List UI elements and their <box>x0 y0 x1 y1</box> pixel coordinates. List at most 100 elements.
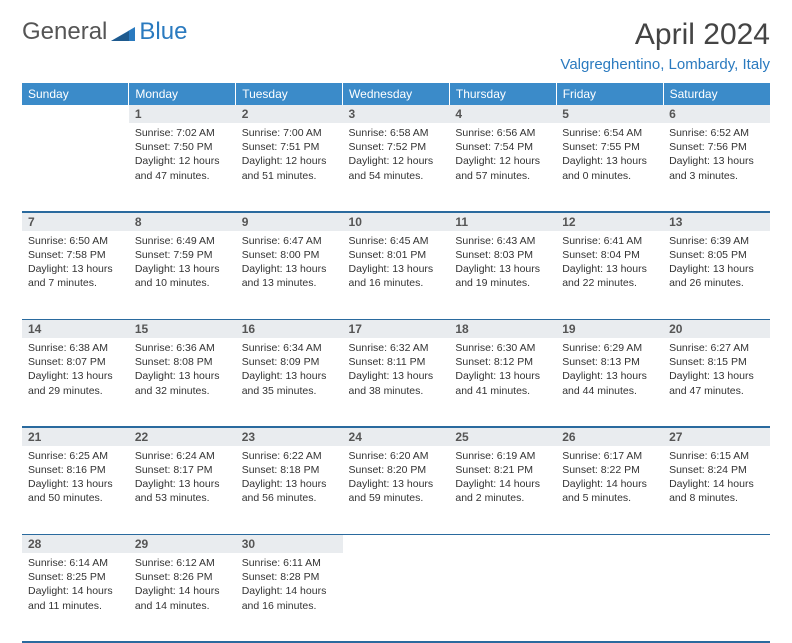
daylight-line-1: Daylight: 13 hours <box>562 154 657 168</box>
logo-part1: General <box>22 18 107 45</box>
daylight-line-2: and 14 minutes. <box>135 599 230 613</box>
daylight-line-2: and 59 minutes. <box>349 491 444 505</box>
day-content-row: Sunrise: 7:02 AMSunset: 7:50 PMDaylight:… <box>22 123 770 211</box>
day-content-cell: Sunrise: 6:32 AMSunset: 8:11 PMDaylight:… <box>343 338 450 426</box>
day-content-cell: Sunrise: 6:17 AMSunset: 8:22 PMDaylight:… <box>556 446 663 534</box>
day-content-row: Sunrise: 6:14 AMSunset: 8:25 PMDaylight:… <box>22 553 770 641</box>
sunrise-line: Sunrise: 6:20 AM <box>349 449 444 463</box>
daylight-line-1: Daylight: 13 hours <box>349 262 444 276</box>
sunset-line: Sunset: 7:58 PM <box>28 248 123 262</box>
daylight-line-2: and 38 minutes. <box>349 384 444 398</box>
sunset-line: Sunset: 8:01 PM <box>349 248 444 262</box>
day-content-row: Sunrise: 6:50 AMSunset: 7:58 PM Daylight:… <box>22 231 770 319</box>
weekday-header-row: SundayMondayTuesdayWednesdayThursdayFrid… <box>22 83 770 105</box>
day-content-cell: Sunrise: 6:14 AMSunset: 8:25 PMDaylight:… <box>22 553 129 641</box>
daylight-line-2: and 47 minutes. <box>669 384 764 398</box>
day-content-cell: Sunrise: 6:38 AMSunset: 8:07 PMDaylight:… <box>22 338 129 426</box>
location: Valgreghentino, Lombardy, Italy <box>560 56 770 73</box>
daylight-line-2: and 8 minutes. <box>669 491 764 505</box>
day-content-cell: Sunrise: 6:39 AMSunset: 8:05 PMDaylight:… <box>663 231 770 319</box>
sunset-line: Sunset: 8:04 PM <box>562 248 657 262</box>
day-number-row: 282930 <box>22 535 770 554</box>
day-number-cell <box>663 535 770 554</box>
day-content-cell: Sunrise: 6:22 AMSunset: 8:18 PMDaylight:… <box>236 446 343 534</box>
sunset-line: Sunset: 8:26 PM <box>135 570 230 584</box>
daylight-line-2: and 47 minutes. <box>135 169 230 183</box>
day-content-cell: Sunrise: 6:30 AMSunset: 8:12 PMDaylight:… <box>449 338 556 426</box>
sunset-line: Sunset: 8:12 PM <box>455 355 550 369</box>
day-number-cell: 5 <box>556 105 663 123</box>
day-number-cell <box>343 535 450 554</box>
daylight-line-1: Daylight: 14 hours <box>562 477 657 491</box>
sunset-line: Sunset: 8:18 PM <box>242 463 337 477</box>
logo: General Blue <box>22 18 187 46</box>
sunset-line: Sunset: 8:00 PM <box>242 248 337 262</box>
sunset-line: Sunset: 8:15 PM <box>669 355 764 369</box>
day-number-cell: 15 <box>129 320 236 339</box>
day-content-cell <box>343 553 450 641</box>
day-number-cell: 25 <box>449 427 556 446</box>
day-content-cell: Sunrise: 6:15 AMSunset: 8:24 PMDaylight:… <box>663 446 770 534</box>
day-content-cell: Sunrise: 6:27 AMSunset: 8:15 PMDaylight:… <box>663 338 770 426</box>
sunrise-line: Sunrise: 6:27 AM <box>669 341 764 355</box>
daylight-line-2: and 0 minutes. <box>562 169 657 183</box>
sunset-line: Sunset: 8:09 PM <box>242 355 337 369</box>
daylight-line-1: Daylight: 13 hours <box>669 154 764 168</box>
day-number-cell <box>22 105 129 123</box>
sunrise-line: Sunrise: 6:50 AM <box>28 234 123 248</box>
daylight-line-1: Daylight: 13 hours <box>562 262 657 276</box>
sunset-line: Sunset: 8:21 PM <box>455 463 550 477</box>
daylight-line-2: and 53 minutes. <box>135 491 230 505</box>
day-content-cell: Sunrise: 6:19 AMSunset: 8:21 PMDaylight:… <box>449 446 556 534</box>
daylight-line-2: and 50 minutes. <box>28 491 123 505</box>
day-number-cell: 12 <box>556 212 663 231</box>
sunset-line: Sunset: 8:11 PM <box>349 355 444 369</box>
day-number-cell: 27 <box>663 427 770 446</box>
daylight-line-2: and 44 minutes. <box>562 384 657 398</box>
header: General Blue April 2024 Valgreghentino, … <box>22 18 770 73</box>
daylight-line-1: Daylight: 13 hours <box>135 262 230 276</box>
separator-cell <box>22 641 770 642</box>
daylight-line-1: Daylight: 13 hours <box>242 369 337 383</box>
day-number-cell: 13 <box>663 212 770 231</box>
week-separator <box>22 641 770 642</box>
sunset-line: Sunset: 7:56 PM <box>669 140 764 154</box>
weekday-header: Friday <box>556 83 663 105</box>
day-content-row: Sunrise: 6:25 AMSunset: 8:16 PMDaylight:… <box>22 446 770 534</box>
sunrise-line: Sunrise: 7:00 AM <box>242 126 337 140</box>
sunrise-line: Sunrise: 6:54 AM <box>562 126 657 140</box>
sunset-line: Sunset: 7:51 PM <box>242 140 337 154</box>
daylight-line-1: Daylight: 13 hours <box>669 262 764 276</box>
calendar-body: 123456Sunrise: 7:02 AMSunset: 7:50 PMDay… <box>22 105 770 642</box>
daylight-line-2: and 19 minutes. <box>455 276 550 290</box>
daylight-line-1: Daylight: 13 hours <box>135 369 230 383</box>
sunset-line: Sunset: 8:03 PM <box>455 248 550 262</box>
daylight-line-2: and 57 minutes. <box>455 169 550 183</box>
sunrise-line: Sunrise: 6:17 AM <box>562 449 657 463</box>
day-content-cell: Sunrise: 6:49 AMSunset: 7:59 PMDaylight:… <box>129 231 236 319</box>
sunrise-line: Sunrise: 6:45 AM <box>349 234 444 248</box>
day-content-cell: Sunrise: 6:45 AMSunset: 8:01 PMDaylight:… <box>343 231 450 319</box>
sunset-line: Sunset: 8:05 PM <box>669 248 764 262</box>
daylight-line-2: and 26 minutes. <box>669 276 764 290</box>
sunrise-line: Sunrise: 6:24 AM <box>135 449 230 463</box>
day-content-cell: Sunrise: 6:25 AMSunset: 8:16 PMDaylight:… <box>22 446 129 534</box>
daylight-line-2: and 35 minutes. <box>242 384 337 398</box>
daylight-line-2: and 2 minutes. <box>455 491 550 505</box>
day-number-cell: 21 <box>22 427 129 446</box>
day-number-cell: 6 <box>663 105 770 123</box>
daylight-line-1: Daylight: 14 hours <box>455 477 550 491</box>
weekday-header: Saturday <box>663 83 770 105</box>
daylight-line-1: Daylight: 13 hours <box>455 369 550 383</box>
day-number-cell: 11 <box>449 212 556 231</box>
day-content-cell: Sunrise: 6:20 AMSunset: 8:20 PMDaylight:… <box>343 446 450 534</box>
daylight-line-1: Daylight: 14 hours <box>669 477 764 491</box>
day-content-cell: Sunrise: 7:00 AMSunset: 7:51 PMDaylight:… <box>236 123 343 211</box>
day-number-cell: 22 <box>129 427 236 446</box>
day-number-cell: 18 <box>449 320 556 339</box>
weekday-header: Wednesday <box>343 83 450 105</box>
daylight-line-2: and 5 minutes. <box>562 491 657 505</box>
sunrise-line: Sunrise: 6:12 AM <box>135 556 230 570</box>
sunset-line: Sunset: 8:16 PM <box>28 463 123 477</box>
day-number-cell: 10 <box>343 212 450 231</box>
